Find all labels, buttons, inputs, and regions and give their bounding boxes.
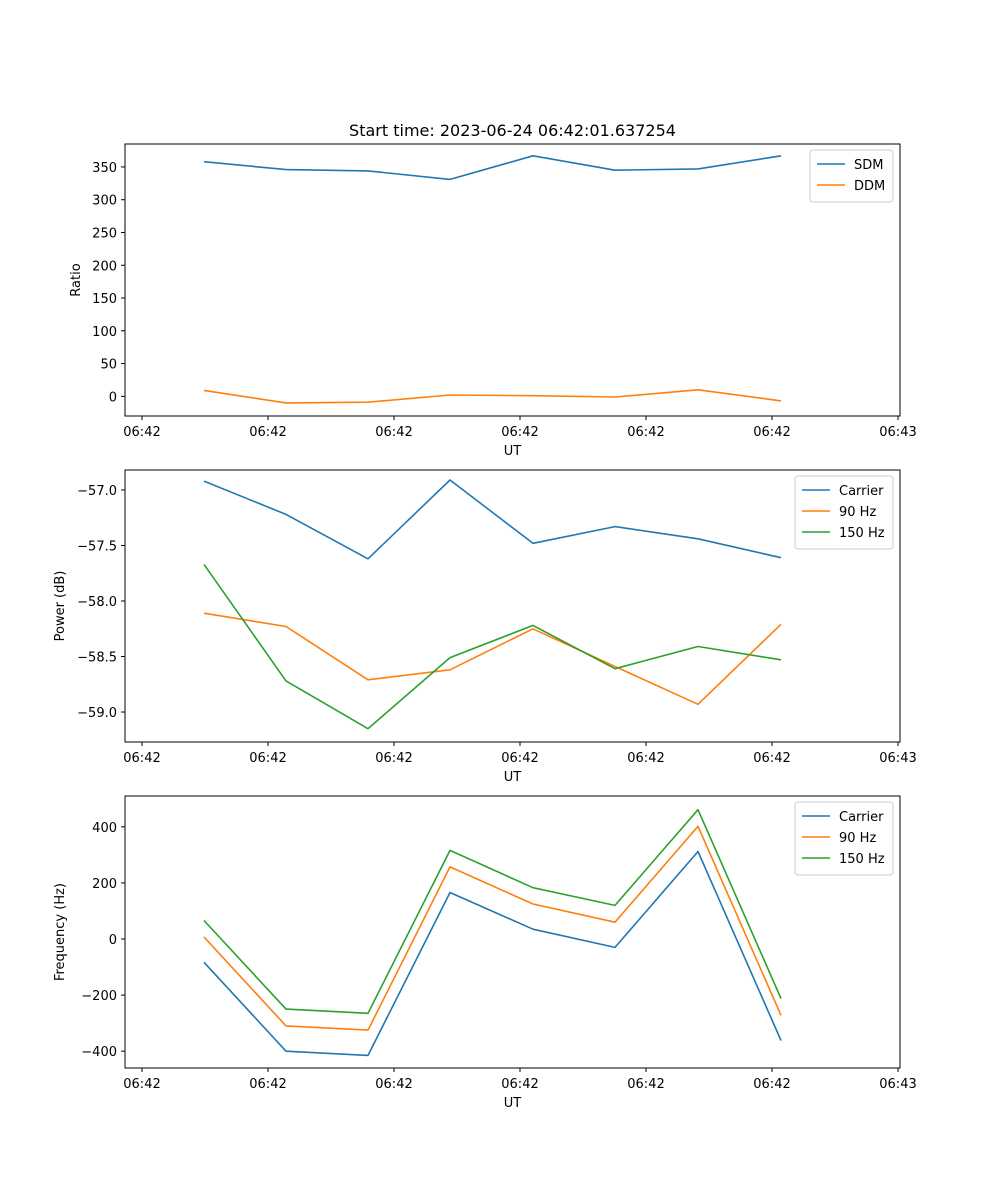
x-tick-label: 06:42 — [123, 425, 160, 440]
axes-frame — [124, 143, 901, 417]
x-tick-label: 06:42 — [123, 1077, 160, 1092]
x-tick-label: 06:42 — [501, 751, 538, 766]
x-tick-label: 06:42 — [627, 751, 664, 766]
x-tick-label: 06:42 — [375, 751, 412, 766]
frequency-panel: 06:42 06:42 06:42 06:42 06:42 06:42 06:43 UT −40… — [53, 795, 917, 1111]
legend-label: Carrier — [839, 484, 884, 499]
y-tick-label: 250 — [92, 226, 117, 241]
series-line-sdm — [203, 155, 782, 181]
axes-frame — [124, 795, 901, 1069]
y-tick-label: 100 — [92, 325, 117, 340]
x-tick-label: 06:43 — [879, 751, 916, 766]
y-tick-label: 300 — [92, 194, 117, 209]
legend-label: DDM — [854, 179, 885, 194]
x-tick-label: 06:43 — [879, 425, 916, 440]
y-axis-label: Ratio — [69, 263, 84, 296]
y-axis-label: Power (dB) — [53, 571, 68, 642]
y-tick-label: −59.0 — [77, 706, 117, 721]
y-tick-label: −58.5 — [77, 651, 117, 666]
ratio-panel: 06:42 06:42 06:42 06:42 06:42 06:42 06:43 UT 0 50… — [69, 143, 917, 459]
axes-frame — [124, 469, 901, 743]
y-tick-label: 200 — [92, 259, 117, 274]
y-tick-label: 0 — [109, 390, 117, 405]
x-tick-label: 06:42 — [249, 751, 286, 766]
legend-box — [794, 475, 894, 550]
y-tick-label: −57.5 — [77, 539, 117, 554]
x-tick-label: 06:42 — [375, 1077, 412, 1092]
y-tick-label: −400 — [81, 1045, 117, 1060]
x-tick-label: 06:42 — [249, 425, 286, 440]
series-line-carrier — [203, 850, 782, 1057]
x-tick-label: 06:42 — [501, 1077, 538, 1092]
series-line-carrier — [203, 479, 782, 560]
series-line-150-hz — [203, 808, 782, 1015]
legend-label: SDM — [854, 158, 883, 173]
y-axis-label: Frequency (Hz) — [53, 883, 68, 981]
x-axis-label: UT — [504, 1096, 522, 1111]
legend-label: 150 Hz — [839, 852, 885, 867]
x-tick-label: 06:42 — [627, 425, 664, 440]
y-tick-label: −57.0 — [77, 484, 117, 499]
legend-label: Carrier — [839, 810, 884, 825]
series-line-90-hz — [203, 825, 782, 1031]
x-tick-label: 06:42 — [501, 425, 538, 440]
legend-label: 90 Hz — [839, 831, 876, 846]
figure-title: Start time: 2023-06-24 06:42:01.637254 — [349, 121, 676, 140]
y-tick-label: 400 — [92, 821, 117, 836]
x-tick-label: 06:42 — [375, 425, 412, 440]
x-tick-label: 06:42 — [249, 1077, 286, 1092]
x-axis-label: UT — [504, 444, 522, 459]
power-panel: 06:42 06:42 06:42 06:42 06:42 06:42 06:43 UT −59… — [53, 469, 917, 785]
series-line-90-hz — [203, 612, 782, 706]
legend-label: 90 Hz — [839, 505, 876, 520]
legend-box — [794, 801, 894, 876]
y-tick-label: 200 — [92, 877, 117, 892]
y-tick-label: 0 — [109, 933, 117, 948]
series-line-ddm — [203, 388, 782, 404]
legend-box — [809, 149, 894, 203]
series-line-150-hz — [203, 563, 782, 730]
y-tick-label: 350 — [92, 161, 117, 176]
y-tick-label: 150 — [92, 292, 117, 307]
legend-label: 150 Hz — [839, 526, 885, 541]
x-tick-label: 06:42 — [753, 1077, 790, 1092]
x-tick-label: 06:42 — [123, 751, 160, 766]
y-tick-label: 50 — [100, 358, 117, 373]
x-tick-label: 06:42 — [753, 751, 790, 766]
x-tick-label: 06:43 — [879, 1077, 916, 1092]
x-tick-label: 06:42 — [627, 1077, 664, 1092]
y-tick-label: −200 — [81, 989, 117, 1004]
x-tick-label: 06:42 — [753, 425, 790, 440]
x-axis-label: UT — [504, 770, 522, 785]
y-tick-label: −58.0 — [77, 595, 117, 610]
